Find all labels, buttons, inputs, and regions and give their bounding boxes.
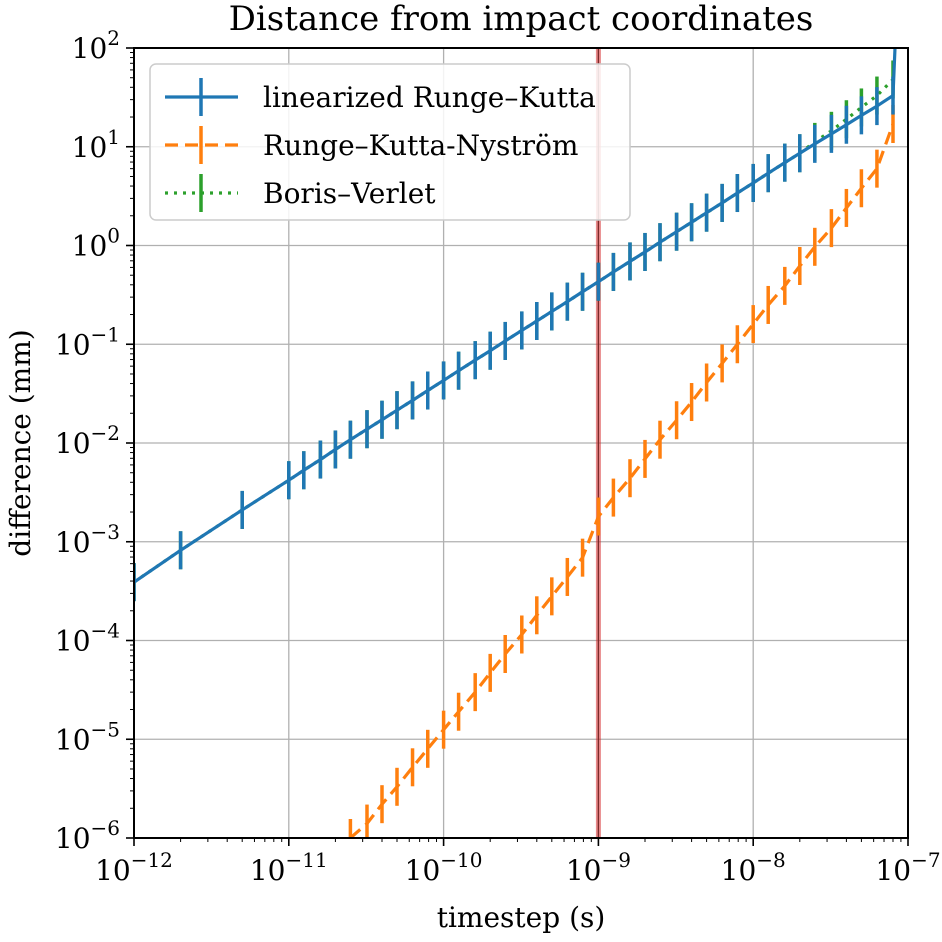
y-tick-label: 10−3 xyxy=(55,520,120,559)
series-1 xyxy=(348,104,895,838)
chart-title: Distance from impact coordinates xyxy=(229,0,814,39)
x-tick-label: 10−7 xyxy=(875,848,940,887)
series-line xyxy=(349,123,895,838)
y-tick-label: 101 xyxy=(72,125,120,164)
x-tick-label: 10−10 xyxy=(405,848,483,887)
y-tick-label: 10−1 xyxy=(55,322,120,361)
y-tick-label: 10−2 xyxy=(55,421,120,460)
y-axis-label: difference (mm) xyxy=(4,329,37,556)
series-group xyxy=(134,48,897,838)
x-tick-label: 10−11 xyxy=(250,848,328,887)
legend-box xyxy=(149,63,631,221)
y-tick-label: 102 xyxy=(72,26,120,65)
legend-label: Boris–Verlet xyxy=(263,177,436,210)
legend: linearized Runge–Kutta Runge–Kutta-Nyströ… xyxy=(149,63,631,221)
legend-label: linearized Runge–Kutta xyxy=(263,81,596,114)
x-tick-label: 10−8 xyxy=(721,848,786,887)
y-tick-label: 10−5 xyxy=(55,717,120,756)
series-0 xyxy=(134,48,897,602)
series-line xyxy=(134,48,897,584)
y-tick-label: 10−4 xyxy=(55,619,120,658)
x-axis-label: timestep (s) xyxy=(437,901,606,934)
legend-label: Runge–Kutta-Nyström xyxy=(263,129,578,162)
x-tick-label: 10−12 xyxy=(95,848,173,887)
x-tick-label: 10−9 xyxy=(566,848,631,887)
y-tick-label: 10−6 xyxy=(55,816,120,855)
y-tick-label: 100 xyxy=(72,224,120,263)
